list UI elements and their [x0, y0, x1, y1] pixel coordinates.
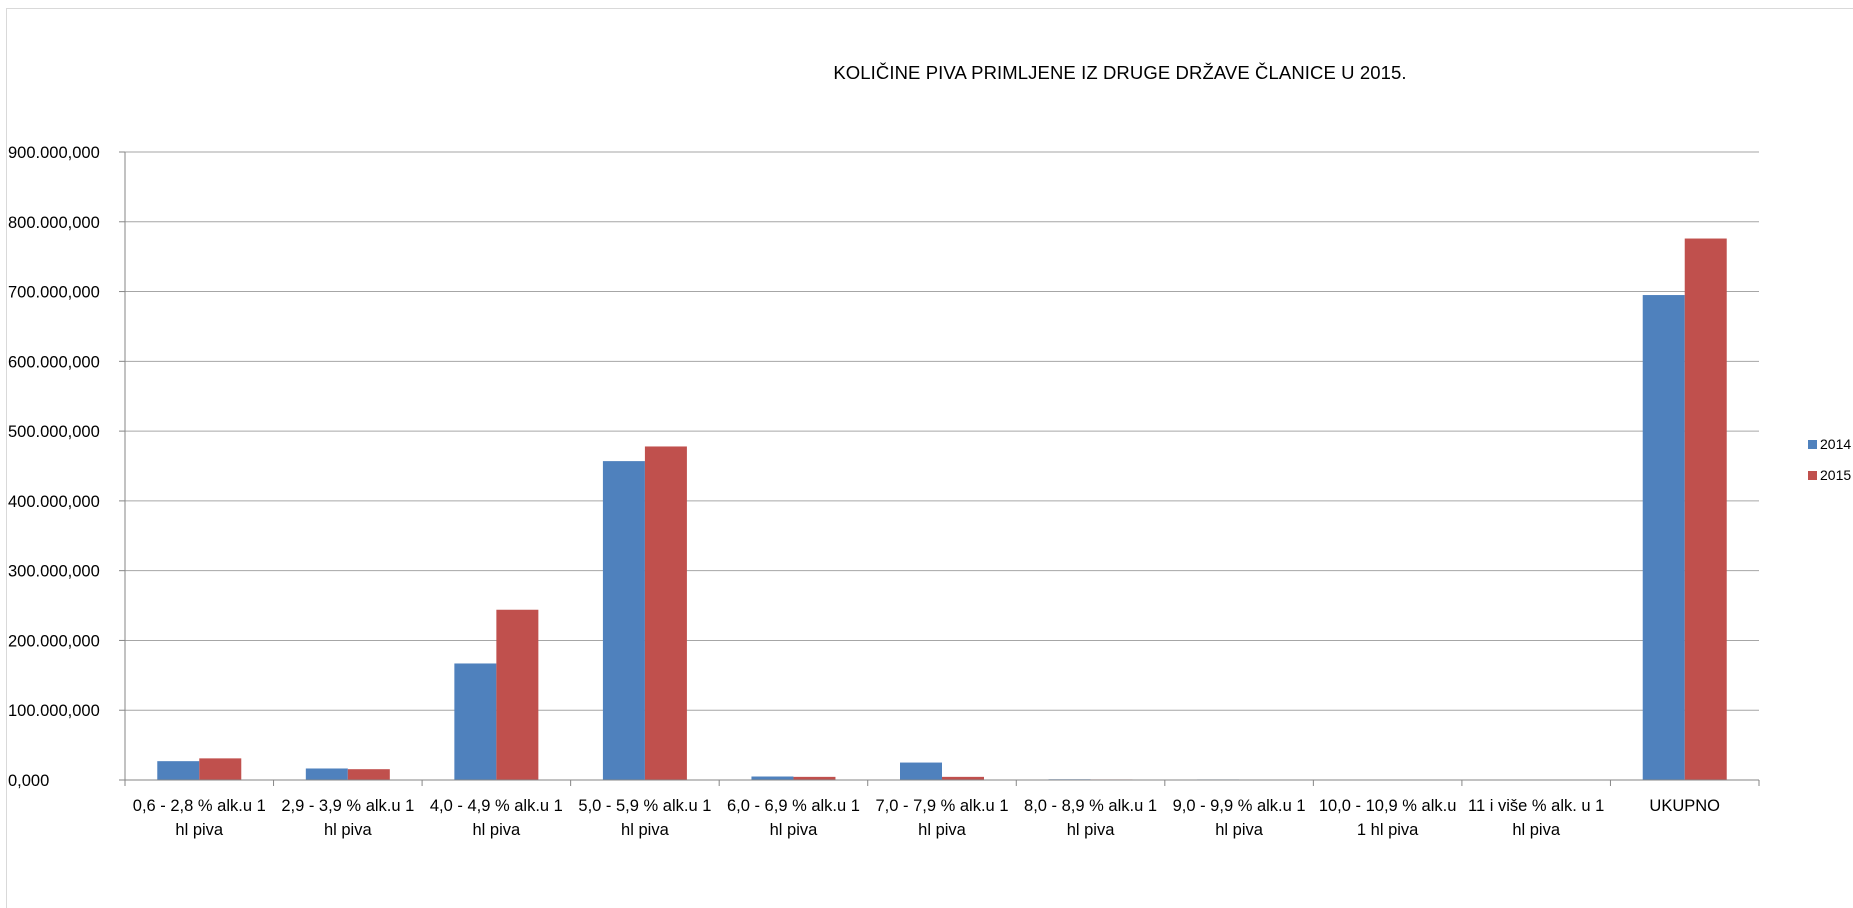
x-tick-label: UKUPNO: [1649, 797, 1720, 815]
y-tick-label: 0,000: [8, 772, 49, 790]
x-tick-label: hl piva: [918, 821, 967, 839]
x-tick-label: 6,0 - 6,9 % alk.u 1: [727, 797, 860, 815]
x-tick-label: 11 i više % alk. u 1: [1468, 797, 1604, 815]
legend-item-2015: 2015: [1808, 467, 1851, 483]
axes: [119, 151, 1760, 786]
bar-2014: [454, 663, 497, 780]
x-tick-label: hl piva: [621, 821, 670, 839]
x-tick-label: 1 hl piva: [1357, 821, 1419, 839]
chart-frame: [6, 8, 1853, 908]
bars: [157, 238, 1727, 781]
x-tick-label: hl piva: [1215, 821, 1264, 839]
bar-2014: [305, 768, 348, 780]
y-tick-label: 300.000,000: [8, 563, 100, 581]
x-tick-label: 10,0 - 10,9 % alk.u: [1319, 797, 1457, 815]
y-tick-label: 900.000,000: [8, 144, 100, 162]
bar-2014: [751, 776, 794, 780]
legend-label-2014: 2014: [1820, 436, 1852, 452]
legend-swatch-2015: [1808, 470, 1817, 480]
x-tick-label: hl piva: [473, 821, 522, 839]
x-tick-label: 2,9 - 3,9 % alk.u 1: [281, 797, 414, 815]
y-tick-label: 200.000,000: [8, 632, 100, 650]
bar-2015: [347, 769, 390, 780]
x-tick-label: 4,0 - 4,9 % alk.u 1: [430, 797, 563, 815]
legend-swatch-2014: [1808, 439, 1817, 449]
x-tick-label: hl piva: [1512, 821, 1561, 839]
bar-2014: [602, 461, 645, 780]
bar-2015: [1684, 238, 1727, 781]
y-tick-label: 700.000,000: [8, 284, 100, 302]
bar-2015: [496, 609, 539, 780]
x-tick-label: hl piva: [1067, 821, 1116, 839]
legend-item-2014: 2014: [1808, 436, 1851, 452]
y-tick-label: 600.000,000: [8, 353, 100, 371]
bar-2015: [942, 776, 984, 780]
y-tick-label: 100.000,000: [8, 702, 100, 720]
bar-2014: [1642, 295, 1685, 780]
legend-label-2015: 2015: [1820, 467, 1852, 483]
x-tick-label: hl piva: [770, 821, 819, 839]
bar-2015: [199, 758, 242, 780]
bar-2015: [793, 776, 836, 780]
x-tick-label: 8,0 - 8,9 % alk.u 1: [1024, 797, 1157, 815]
x-tick-label: 5,0 - 5,9 % alk.u 1: [578, 797, 711, 815]
tick-labels: 0,000 100.000,000 200.000,000 300.000,000 40…: [8, 144, 1720, 839]
bar-2015: [644, 446, 687, 780]
y-tick-label: 500.000,000: [8, 423, 100, 441]
y-tick-label: 800.000,000: [8, 214, 100, 232]
bar-2014: [900, 762, 942, 780]
bar-chart: 0,000 100.000,000 200.000,000 300.000,000 40…: [8, 144, 1760, 839]
bar-2014: [157, 761, 200, 780]
x-tick-label: 0,6 - 2,8 % alk.u 1: [133, 797, 266, 815]
y-tick-label: 400.000,000: [8, 493, 100, 511]
x-tick-label: hl piva: [324, 821, 373, 839]
gridlines: [125, 151, 1759, 711]
chart-title: KOLIČINE PIVA PRIMLJENE IZ DRUGE DRŽAVE …: [833, 62, 1407, 83]
x-tick-label: hl piva: [175, 821, 224, 839]
x-tick-label: 7,0 - 7,9 % alk.u 1: [876, 797, 1009, 815]
x-tick-label: 9,0 - 9,9 % alk.u 1: [1173, 797, 1306, 815]
